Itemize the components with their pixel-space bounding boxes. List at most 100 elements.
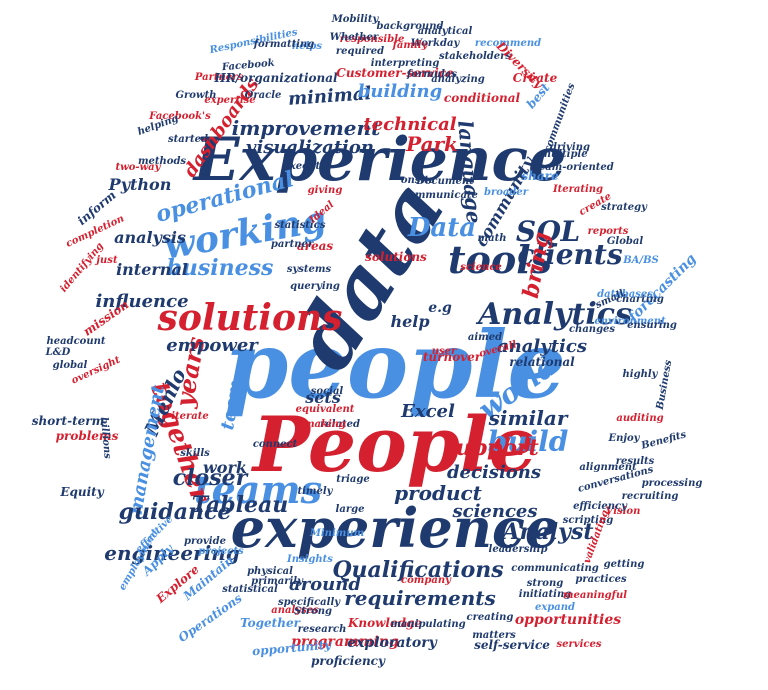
word-specifically: specifically xyxy=(277,597,341,608)
word-analyses: analyses xyxy=(271,605,319,616)
word-management: management xyxy=(125,383,170,517)
word-analytical: analytical xyxy=(417,26,473,37)
word-headcount: headcount xyxy=(46,336,106,347)
word-required: required xyxy=(335,46,385,57)
word-projects: projects xyxy=(198,546,244,557)
word-provide: provide xyxy=(184,536,226,547)
word-sciences: sciences xyxy=(452,501,538,522)
word-large: large xyxy=(335,504,365,515)
word-visualization: visualization xyxy=(246,137,374,158)
word-communicating: communicating xyxy=(511,563,599,574)
word-people-capital: People xyxy=(252,400,538,489)
word-improvement: improvement xyxy=(231,116,381,140)
word-conditional: conditional xyxy=(443,91,521,105)
word-global: global xyxy=(52,360,88,371)
word-results: results xyxy=(615,456,655,467)
word-triage: triage xyxy=(336,474,370,485)
word-relational: relational xyxy=(509,355,575,369)
word-equity: Equity xyxy=(60,485,104,499)
word-iterate: iterate xyxy=(171,411,209,422)
word-workday: Workday xyxy=(410,38,460,49)
word-formatting: formatting xyxy=(253,39,315,50)
word-tools: tools xyxy=(447,237,553,282)
word-identifying: identifying xyxy=(58,240,107,295)
word-databases: databases xyxy=(597,289,653,300)
word-started: started xyxy=(168,134,208,145)
word-partners: Partners xyxy=(194,72,244,83)
word-sets: sets xyxy=(305,388,341,407)
word-timely: timely xyxy=(297,486,333,497)
word-teams: teams xyxy=(194,467,322,512)
word-partner: partner xyxy=(270,239,314,250)
word-together-capital: Together xyxy=(240,616,300,630)
word-connect: connect xyxy=(252,439,298,450)
word-engineering: engineering xyxy=(104,541,240,565)
word-helps: helps xyxy=(291,41,323,52)
word-practices: practices xyxy=(575,574,627,585)
word-analytics-capital: Analytics xyxy=(478,297,632,332)
word-problems: problems xyxy=(55,429,119,443)
word-excel: Excel xyxy=(401,401,455,422)
word-insights: Insights xyxy=(287,554,333,565)
word-work: work xyxy=(203,458,247,477)
word-requirements: requirements xyxy=(344,586,496,610)
word-proficiency: proficiency xyxy=(311,654,385,668)
word-math: math xyxy=(477,233,507,244)
word-driving: driving xyxy=(550,142,590,153)
word-two-way: two-way xyxy=(115,162,161,173)
word-strong: strong xyxy=(526,578,564,589)
word-guidance: guidance xyxy=(118,499,232,525)
word-internal: internal xyxy=(116,260,188,279)
word-short-term: short-term xyxy=(31,414,105,428)
word-efficiency: efficiency xyxy=(573,501,627,512)
word-aimed: aimed xyxy=(467,332,503,343)
word-closer: closer xyxy=(172,465,248,491)
word-ensuring: ensuring xyxy=(627,320,677,331)
word-broader: broader xyxy=(483,187,529,198)
word-science: science xyxy=(460,262,502,273)
word-onsite: onsite xyxy=(400,175,436,186)
word-document: Document xyxy=(416,176,474,187)
word-research: research xyxy=(297,624,347,635)
word-self-service: self-service xyxy=(474,638,550,652)
word-processing: processing xyxy=(641,478,703,489)
word-environment: environment xyxy=(594,316,666,327)
word-company: company xyxy=(401,575,451,586)
word-technical: technical xyxy=(363,114,457,135)
word-facebooks: Facebook's xyxy=(149,111,211,122)
word-strategy: strategy xyxy=(601,202,647,213)
word-initiating: initiating xyxy=(518,589,572,600)
word-sql: SQL xyxy=(515,215,581,248)
word-interpreting: interpreting xyxy=(370,58,440,69)
word-solutions-small: solutions xyxy=(365,250,427,264)
word-oracle: Oracle xyxy=(244,90,282,101)
word-stakeholders: stakeholders xyxy=(438,51,511,62)
word-similar: similar xyxy=(488,406,568,430)
word-giving: giving xyxy=(307,185,343,196)
word-vision: Vision xyxy=(605,506,641,517)
word-areas: areas xyxy=(296,239,334,253)
word-just: just xyxy=(96,255,118,266)
word-experience: experience xyxy=(230,496,560,560)
word-turnover: turnover xyxy=(422,350,482,364)
word-clients: clients xyxy=(517,238,623,271)
word-iterating: Iterating xyxy=(552,184,604,195)
word-highly: highly xyxy=(622,369,658,380)
word-analysis: analysis xyxy=(114,228,186,247)
word-recommend: recommend xyxy=(474,38,542,49)
word-decisions: decisions xyxy=(446,462,542,483)
word-empower: empower xyxy=(166,335,258,356)
word-solutions: solutions xyxy=(157,297,343,339)
word-auditing: auditing xyxy=(616,413,664,424)
word-changes: changes xyxy=(568,324,616,335)
word-responsible: responsible xyxy=(339,34,405,45)
word-charting: charting xyxy=(616,294,664,305)
word-reports: reports xyxy=(587,226,629,237)
word-team: team xyxy=(216,378,247,432)
word-matters: matters xyxy=(472,630,516,641)
word-equivalent: equivalent xyxy=(295,404,355,415)
word-whether: Whether xyxy=(329,32,379,43)
word-analytics: analytics xyxy=(497,336,587,357)
word-building: building xyxy=(357,81,443,102)
